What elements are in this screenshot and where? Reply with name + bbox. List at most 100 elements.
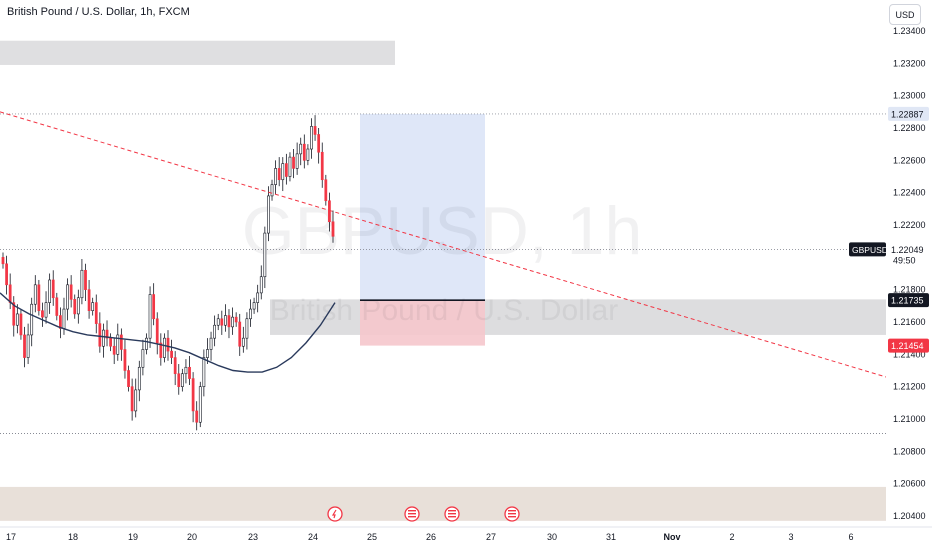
guide-lines-layer (0, 113, 886, 434)
candle-body (98, 323, 102, 347)
candle-body (51, 279, 55, 299)
flag-stripe (508, 510, 516, 512)
candle-body (119, 334, 123, 350)
price-axis[interactable]: 1.23400 1.23200 1.23000 1.22800 1.22600 1.224… (886, 0, 932, 550)
x-tick-label: 18 (68, 532, 78, 542)
candle-body (191, 378, 195, 412)
candle-body (177, 373, 181, 387)
candle-body (87, 289, 91, 311)
candle-body (267, 195, 270, 234)
candle-body (48, 279, 52, 303)
candle-body (249, 308, 252, 320)
candle-body (238, 321, 242, 347)
candle-body (152, 294, 156, 320)
y-tick-label: 1.21400 (893, 349, 926, 359)
y-tick-label: 1.21800 (893, 285, 926, 295)
candle-body (109, 337, 112, 347)
event-flag-icon[interactable] (327, 506, 343, 522)
position-target-zone[interactable] (360, 113, 485, 301)
y-tick-label: 1.21200 (893, 382, 926, 392)
candle-body (166, 337, 170, 352)
candle-body (69, 284, 73, 300)
candle-body (195, 410, 199, 423)
candle-body (302, 143, 306, 161)
trendline[interactable] (0, 111, 887, 378)
candle-body (213, 324, 217, 339)
y-tick-label: 1.20800 (893, 446, 926, 456)
candle-body (62, 308, 66, 329)
candle-body (292, 156, 295, 169)
candle-body (245, 318, 249, 339)
y-tick-label: 1.21600 (893, 317, 926, 327)
us-flag-icon[interactable] (444, 506, 460, 522)
candle-body (320, 151, 324, 181)
candle-body (313, 126, 317, 135)
trendline-layer[interactable] (0, 111, 887, 378)
candle-body (227, 315, 231, 328)
candle-body (155, 318, 159, 344)
candle-body (180, 373, 184, 387)
x-tick-label: 20 (187, 532, 197, 542)
y-tick-label: 1.22800 (893, 123, 926, 133)
position-stop-zone[interactable] (360, 300, 485, 346)
time-axis[interactable]: 17 18 19 20 23 24 25 26 27 30 31 Nov 2 3 6 (0, 526, 932, 550)
candle-body (5, 263, 8, 286)
candle-body (331, 221, 335, 237)
candle-body (145, 337, 148, 350)
flag-stripe (408, 510, 416, 512)
candle-body (94, 302, 98, 324)
candle-body (137, 366, 141, 391)
candle-body (66, 284, 69, 310)
candle-body (148, 294, 152, 339)
us-flag-icon[interactable] (404, 506, 420, 522)
candle-body (130, 386, 134, 412)
candle-body (134, 389, 138, 412)
candle-body (12, 302, 16, 326)
candle-body (19, 313, 23, 336)
entry-price-label: 1.21735 (891, 296, 924, 306)
candle-body (270, 184, 274, 197)
candle-body (73, 299, 77, 315)
candle-body (23, 334, 26, 358)
current-price-label: 1.22049 (891, 245, 924, 255)
candle-body (80, 269, 84, 299)
currency-button[interactable]: USD (889, 4, 921, 25)
candle-body (206, 349, 209, 358)
candle-body (202, 357, 206, 387)
flag-stripe (508, 516, 516, 518)
candle-body (328, 200, 331, 223)
flag-stripe (408, 516, 416, 518)
watermark: GBPUSD, 1h British Pound / U.S. Dollar (242, 193, 643, 327)
candle-body (231, 316, 234, 328)
moving-average-layer (0, 292, 336, 373)
stop-price-label: 1.21454 (891, 341, 924, 351)
symbol-tag-bg (849, 242, 886, 257)
candle-body (220, 318, 224, 326)
candle-body (198, 386, 202, 423)
flag-stripe (408, 513, 416, 515)
x-tick-label: 27 (486, 532, 496, 542)
candle-body (105, 329, 109, 339)
y-tick-label: 1.22200 (893, 220, 926, 230)
candle-body (170, 350, 173, 358)
candle-body (295, 153, 299, 169)
us-flag-icon[interactable] (504, 506, 520, 522)
x-tick-label: 23 (248, 532, 258, 542)
y-tick-label: 1.21000 (893, 414, 926, 424)
candles-layer (1, 115, 335, 431)
candle-body (310, 126, 313, 150)
candle-body (1, 257, 5, 265)
flag-stripe (508, 513, 516, 515)
candle-body (263, 232, 267, 278)
x-tick-label: 3 (788, 532, 793, 542)
y-tick-label: 1.22600 (893, 155, 926, 165)
candle-body (163, 337, 166, 358)
candle-body (44, 302, 48, 318)
candle-body (299, 143, 303, 155)
x-tick-label: 31 (606, 532, 616, 542)
moving-average-line (0, 292, 336, 373)
candle-body (55, 297, 59, 316)
watermark-symbol: GBPUSD, 1h (242, 193, 643, 269)
